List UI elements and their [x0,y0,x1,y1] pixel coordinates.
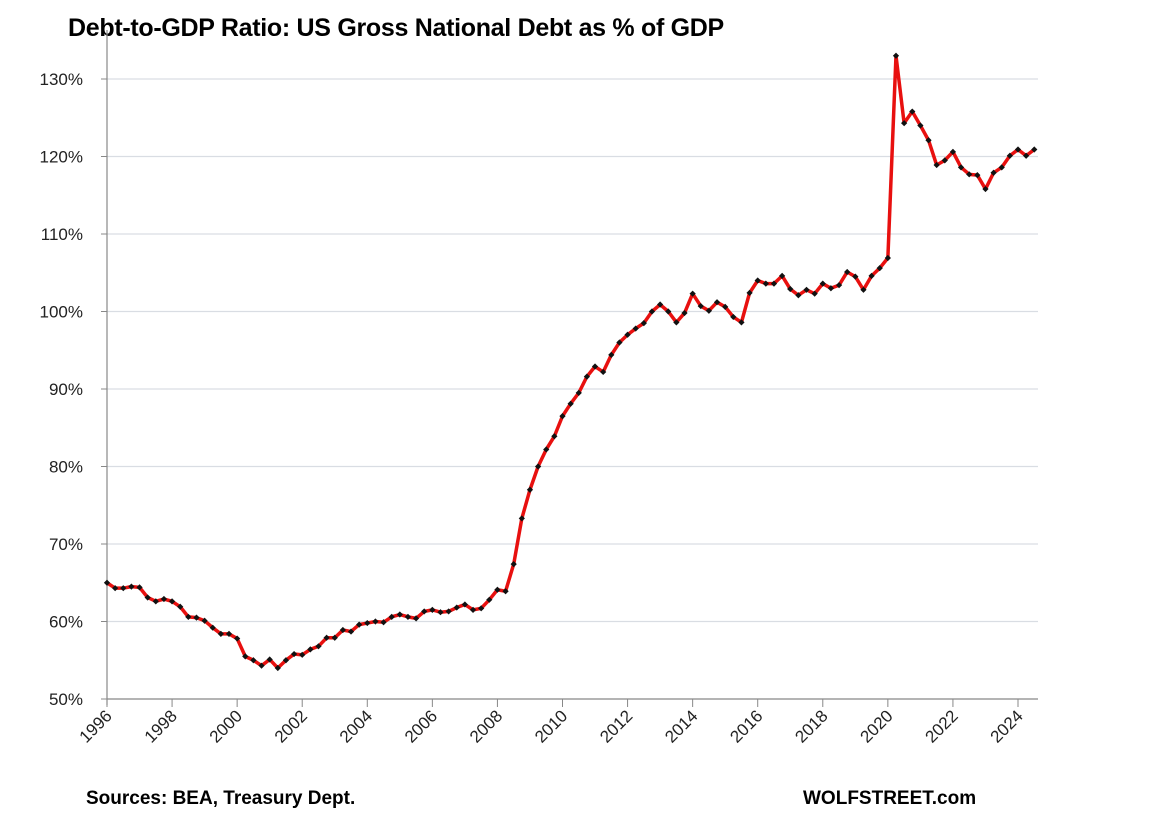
data-point [689,290,696,297]
data-point [591,363,599,370]
data-point [787,285,794,293]
data-point [315,643,322,650]
x-tick-label: 2012 [596,706,636,746]
x-tick-label: 2016 [726,706,766,746]
data-point [486,596,493,603]
data-point [551,433,558,440]
y-tick-label: 120% [40,148,83,167]
data-point [274,664,281,672]
data-point [608,351,615,359]
x-tick-label: 2002 [271,706,311,746]
data-point [892,52,900,59]
data-point [372,618,379,625]
data-point [860,286,867,293]
data-point [681,309,688,317]
y-tick-label: 110% [41,225,83,244]
x-tick-label: 2006 [401,706,441,746]
data-point [1031,146,1038,153]
y-tick-label: 100% [40,303,83,322]
data-point [803,286,810,293]
x-tick-label: 2020 [857,706,897,746]
data-point [632,325,639,332]
data-point [193,614,200,621]
data-point [144,594,151,601]
x-tick-label: 2000 [206,706,246,746]
y-axis-ticks: 50% 60% 70% 80% 90% 100% 110% 120% 130% [40,70,107,709]
data-point [282,657,290,664]
data-point [201,617,208,624]
y-tick-label: 90% [49,380,83,399]
x-tick-label: 1996 [76,706,116,746]
data-point [656,301,664,308]
axes [106,30,1038,705]
data-point [811,290,818,297]
data-point [396,611,403,618]
x-tick-label: 2008 [466,706,506,746]
x-tick-label: 2010 [531,706,571,746]
x-tick-label: 1998 [141,706,181,746]
data-point [835,282,843,289]
x-tick-label: 2004 [336,706,376,746]
data-point [185,613,192,620]
brand-watermark: WOLFSTREET.com [803,788,977,809]
source-note: Sources: BEA, Treasury Dept. [86,788,356,809]
gridlines [107,78,1038,623]
chart-title: Debt-to-GDP Ratio: US Gross National Deb… [68,14,724,42]
data-point [152,598,159,605]
x-tick-label: 2014 [661,706,701,746]
data-point [510,561,517,568]
data-point [746,289,753,297]
x-tick-label: 2024 [987,706,1027,746]
data-point [339,626,346,634]
data-point [518,515,525,522]
y-tick-label: 130% [40,70,83,89]
data-point [730,313,737,321]
x-tick-label: 2018 [791,706,831,746]
y-tick-label: 60% [49,613,83,632]
x-tick-label: 2022 [922,706,962,746]
y-tick-label: 80% [49,458,83,477]
data-point [429,606,436,613]
data-point [258,662,265,669]
data-point [136,584,143,591]
data-point [299,651,306,658]
data-point [453,604,460,611]
series-line [106,54,1036,670]
data-point [469,606,477,613]
data-point [502,588,509,595]
data-point [250,657,257,664]
x-axis-ticks: 1996 1998 2000 2002 2004 2006 2008 2010 2012 2014… [76,699,1027,747]
data-point [412,615,420,622]
y-tick-label: 70% [49,535,83,554]
data-point [168,598,176,605]
series-layer [103,52,1038,672]
data-point [884,254,891,262]
y-tick-label: 50% [49,690,83,709]
data-point [445,608,452,615]
data-point [331,634,338,641]
